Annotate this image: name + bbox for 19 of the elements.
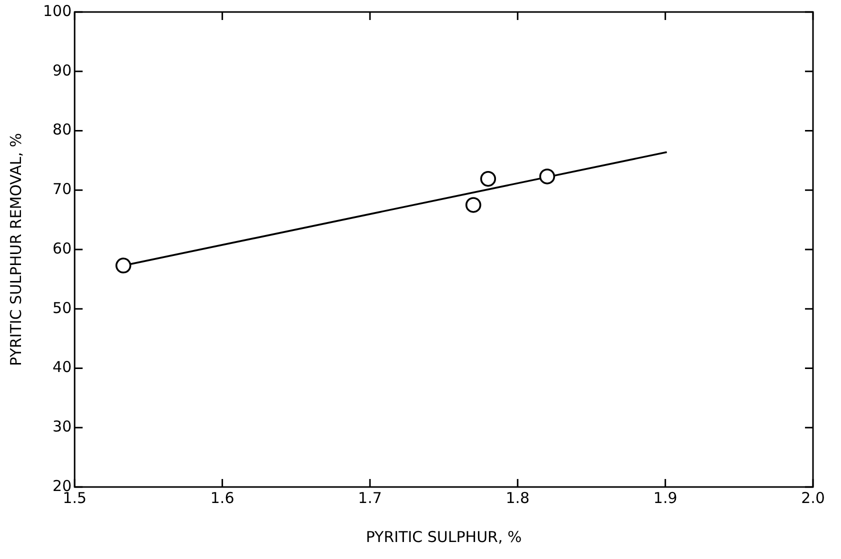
y-tick-label: 30 bbox=[52, 418, 72, 436]
y-tick-label: 80 bbox=[52, 120, 72, 139]
point bbox=[539, 168, 556, 184]
x-tick-label: 1.9 bbox=[653, 488, 678, 507]
x-tick-label: 2.0 bbox=[801, 488, 825, 507]
y-tick-label: 50 bbox=[52, 298, 72, 317]
y-tick-label: 70 bbox=[52, 180, 72, 198]
y-axis-title: PYRITIC SULPHUR REMOVAL, % bbox=[6, 133, 25, 366]
y-tick-label: 90 bbox=[52, 61, 72, 80]
x-tick-label: 1.7 bbox=[358, 488, 382, 507]
x-tick-label: 1.8 bbox=[506, 488, 530, 507]
point bbox=[465, 197, 482, 213]
point bbox=[480, 170, 496, 187]
point bbox=[115, 258, 132, 274]
x-tick-label: 1.6 bbox=[210, 488, 234, 507]
y-tick-label: 60 bbox=[52, 239, 72, 258]
y-tick-label: 100 bbox=[42, 2, 72, 20]
y-tick-label: 40 bbox=[52, 358, 72, 376]
x-axis-title: PYRITIC SULPHUR, % bbox=[366, 528, 522, 546]
